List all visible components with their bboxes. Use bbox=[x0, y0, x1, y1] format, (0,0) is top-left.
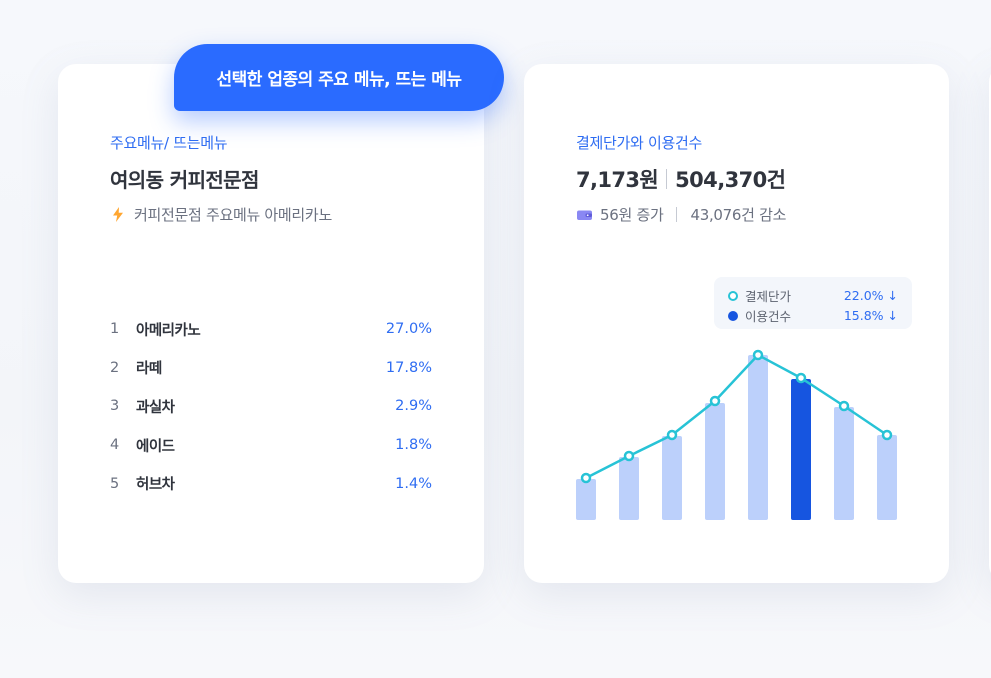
chart-point bbox=[666, 429, 678, 441]
next-card bbox=[989, 64, 991, 583]
menu-eyebrow: 주요메뉴/ 뜨는메뉴 bbox=[110, 134, 228, 152]
menu-name: 허브차 bbox=[136, 477, 175, 494]
legend-value: 15.8% ↓ bbox=[843, 308, 898, 323]
legend-marker bbox=[728, 290, 738, 301]
list-item[interactable]: 4 에이드 1.8% bbox=[110, 426, 432, 465]
menu-subtitle-text: 커피전문점 주요메뉴 아메리카노 bbox=[134, 206, 332, 224]
menu-name: 에이드 bbox=[136, 438, 175, 455]
menu-card: 주요메뉴/ 뜨는메뉴 여의동 커피전문점 커피전문점 주요메뉴 아메리카노 1 … bbox=[58, 64, 484, 583]
legend-item-usage-count: 이용건수 15.8% ↓ bbox=[728, 306, 898, 325]
list-item[interactable]: 2 라떼 17.8% bbox=[110, 349, 432, 388]
payment-stat: 7,173원 504,370건 bbox=[576, 164, 786, 194]
count-change: 43,076건 감소 bbox=[690, 206, 787, 224]
rank-number: 5 bbox=[110, 475, 120, 492]
lightning-icon bbox=[110, 207, 126, 223]
menu-share: 2.9% bbox=[395, 398, 432, 415]
legend-marker bbox=[728, 310, 738, 321]
list-item[interactable]: 3 과실차 2.9% bbox=[110, 387, 432, 426]
chart-bar bbox=[705, 403, 725, 520]
chart-point bbox=[623, 450, 635, 462]
payment-card: 결제단가와 이용건수 7,173원 504,370건 56원 증가 43,076… bbox=[524, 64, 949, 583]
chart-legend: 결제단가 22.0% ↓ 이용건수 15.8% ↓ bbox=[714, 277, 912, 329]
divider bbox=[676, 207, 678, 222]
menu-share: 27.0% bbox=[385, 321, 432, 338]
unit-price-value: 7,173원 bbox=[576, 168, 659, 192]
rank-number: 3 bbox=[110, 398, 120, 415]
chart-point bbox=[752, 349, 764, 361]
payment-chart bbox=[576, 349, 897, 520]
menu-subtitle: 커피전문점 주요메뉴 아메리카노 bbox=[110, 204, 332, 225]
legend-label: 이용건수 bbox=[745, 309, 792, 324]
list-item[interactable]: 5 허브차 1.4% bbox=[110, 464, 432, 503]
payment-change: 56원 증가 43,076건 감소 bbox=[576, 204, 786, 225]
list-item[interactable]: 1 아메리카노 27.0% bbox=[110, 310, 432, 349]
menu-name: 아메리카노 bbox=[136, 322, 201, 339]
chart-bar bbox=[662, 436, 682, 520]
chart-point bbox=[580, 472, 592, 484]
chart-bar bbox=[791, 379, 811, 520]
chart-point bbox=[881, 429, 893, 441]
rank-number: 4 bbox=[110, 437, 120, 454]
menu-share: 1.4% bbox=[395, 475, 432, 492]
chart-line bbox=[585, 353, 888, 480]
legend-item-unit-price: 결제단가 22.0% ↓ bbox=[728, 286, 898, 305]
menu-share: 1.8% bbox=[395, 437, 432, 454]
price-change: 56원 증가 bbox=[600, 206, 664, 224]
menu-title: 여의동 커피전문점 bbox=[110, 168, 259, 192]
menu-name: 라떼 bbox=[136, 361, 162, 378]
payment-eyebrow: 결제단가와 이용건수 bbox=[576, 134, 702, 152]
section-title-pill: 선택한 업종의 주요 메뉴, 뜨는 메뉴 bbox=[174, 44, 504, 111]
divider bbox=[666, 169, 668, 189]
chart-bar bbox=[748, 355, 768, 520]
legend-label: 결제단가 bbox=[745, 289, 792, 304]
chart-point bbox=[838, 400, 850, 412]
menu-rank-list: 1 아메리카노 27.0% 2 라떼 17.8% 3 과실차 2.9% 4 에이… bbox=[110, 310, 432, 503]
menu-share: 17.8% bbox=[385, 359, 432, 376]
chart-bar bbox=[877, 435, 897, 520]
rank-number: 2 bbox=[110, 359, 120, 376]
chart-point bbox=[709, 395, 721, 407]
chart-bar bbox=[576, 479, 596, 520]
legend-value: 22.0% ↓ bbox=[843, 288, 898, 303]
chart-bar bbox=[834, 407, 854, 520]
chart-bar bbox=[619, 457, 639, 520]
wallet-icon bbox=[576, 207, 592, 223]
usage-count-value: 504,370건 bbox=[675, 168, 786, 192]
rank-number: 1 bbox=[110, 321, 120, 338]
menu-name: 과실차 bbox=[136, 399, 175, 416]
chart-point bbox=[795, 372, 807, 384]
